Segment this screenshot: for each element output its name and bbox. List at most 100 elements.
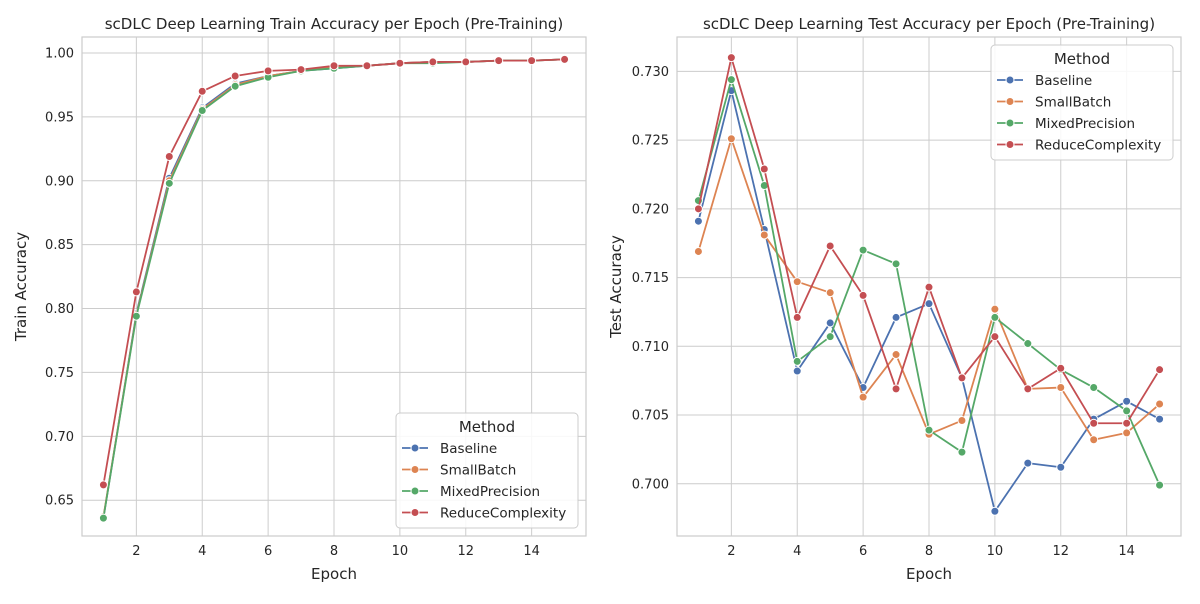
legend: Method Baseline SmallBatch MixedPrecision R… (395, 412, 579, 529)
data-point-baseline (924, 299, 934, 309)
data-point-smallbatch (957, 416, 967, 426)
legend-swatch-marker (410, 443, 420, 453)
data-point-reducecomplexity (329, 61, 339, 71)
legend-box (395, 412, 579, 529)
data-point-reducecomplexity (494, 56, 504, 66)
test-accuracy-chart: scDLC Deep Learning Test Accuracy per Ep… (607, 15, 1182, 583)
data-point-smallbatch (759, 230, 769, 240)
plot-frame (81, 36, 587, 537)
legend-swatch-marker (1005, 75, 1015, 85)
data-point-smallbatch (891, 350, 901, 360)
x-tick-label: 6 (264, 544, 272, 559)
data-point-mixedprecision (957, 447, 967, 457)
data-point-mixedprecision (1155, 480, 1165, 490)
data-point-baseline (1155, 414, 1165, 424)
data-point-reducecomplexity (263, 66, 273, 76)
data-point-reducecomplexity (759, 164, 769, 174)
y-tick-label: 0.705 (632, 409, 669, 424)
y-tick-label: 1.00 (45, 46, 74, 61)
data-point-reducecomplexity (560, 54, 570, 64)
x-tick-label: 8 (330, 544, 338, 559)
y-tick-label: 0.700 (632, 477, 669, 492)
legend: Method Baseline SmallBatch MixedPrecision R… (990, 44, 1174, 161)
data-point-baseline (693, 216, 703, 226)
data-point-smallbatch (858, 392, 868, 402)
legend-label-smallbatch: SmallBatch (1035, 95, 1111, 111)
data-point-reducecomplexity (957, 373, 967, 383)
data-point-reducecomplexity (428, 57, 438, 67)
x-axis-label: Epoch (906, 565, 952, 583)
y-tick-label: 0.65 (45, 494, 74, 509)
y-tick-label: 0.715 (632, 271, 669, 286)
data-point-reducecomplexity (990, 332, 1000, 342)
data-point-mixedprecision (825, 332, 835, 342)
data-point-reducecomplexity (1122, 418, 1132, 428)
data-point-reducecomplexity (726, 53, 736, 63)
data-point-reducecomplexity (98, 480, 108, 490)
legend-label-baseline: Baseline (440, 441, 497, 457)
data-point-reducecomplexity (858, 290, 868, 300)
x-tick-label: 2 (132, 544, 140, 559)
data-point-baseline (891, 312, 901, 322)
data-point-reducecomplexity (197, 86, 207, 96)
data-point-reducecomplexity (891, 384, 901, 394)
data-point-smallbatch (792, 277, 802, 287)
y-tick-label: 0.80 (45, 302, 74, 317)
x-tick-label: 14 (1118, 544, 1135, 559)
data-point-mixedprecision (230, 81, 240, 91)
data-point-smallbatch (825, 288, 835, 298)
data-point-reducecomplexity (693, 204, 703, 214)
x-axis-label: Epoch (311, 565, 357, 583)
data-point-reducecomplexity (527, 56, 537, 66)
data-point-mixedprecision (197, 105, 207, 115)
train-accuracy-chart: scDLC Deep Learning Train Accuracy per E… (12, 15, 587, 583)
y-tick-label: 0.730 (632, 65, 669, 80)
legend-label-mixedprecision: MixedPrecision (440, 484, 540, 500)
legend-swatch-marker (1005, 97, 1015, 106)
y-tick-label: 0.710 (632, 340, 669, 355)
data-point-reducecomplexity (362, 61, 372, 71)
data-point-mixedprecision (858, 245, 868, 255)
legend-swatch-marker (410, 465, 420, 474)
data-point-reducecomplexity (1089, 418, 1099, 428)
data-point-reducecomplexity (924, 282, 934, 292)
data-point-reducecomplexity (395, 58, 405, 68)
x-tick-label: 10 (987, 544, 1004, 559)
legend-label-mixedprecision: MixedPrecision (1035, 116, 1135, 132)
data-point-reducecomplexity (1056, 363, 1066, 373)
x-tick-label: 10 (392, 544, 409, 559)
data-point-smallbatch (990, 304, 1000, 314)
grid (81, 36, 587, 537)
x-tick-label: 14 (523, 544, 540, 559)
data-point-smallbatch (1155, 399, 1165, 409)
y-tick-label: 0.90 (45, 174, 74, 189)
data-point-mixedprecision (98, 513, 108, 523)
y-tick-label: 0.70 (45, 430, 74, 445)
data-point-reducecomplexity (296, 65, 306, 75)
series-group (98, 54, 570, 523)
x-tick-label: 6 (859, 544, 867, 559)
data-point-reducecomplexity (1155, 365, 1165, 375)
data-point-reducecomplexity (825, 241, 835, 251)
legend-title: Method (1054, 50, 1110, 68)
data-point-mixedprecision (792, 356, 802, 366)
data-point-smallbatch (726, 134, 736, 144)
data-point-reducecomplexity (1023, 384, 1033, 394)
data-point-baseline (990, 506, 1000, 516)
x-tick-label: 12 (1052, 544, 1069, 559)
plot-frame (676, 36, 1182, 537)
y-tick-label: 0.75 (45, 366, 74, 381)
legend-box (990, 44, 1174, 161)
legend-swatch-marker (1005, 140, 1015, 149)
y-tick-label: 0.720 (632, 202, 669, 217)
data-point-mixedprecision (1023, 339, 1033, 349)
data-point-smallbatch (693, 246, 703, 256)
legend-swatch-marker (1005, 118, 1015, 128)
legend-label-baseline: Baseline (1035, 73, 1092, 89)
legend-label-reducecomplexity: ReduceComplexity (1035, 138, 1161, 154)
data-point-baseline (1056, 462, 1066, 472)
data-point-baseline (1122, 396, 1132, 406)
chart-title: scDLC Deep Learning Train Accuracy per E… (105, 15, 564, 33)
